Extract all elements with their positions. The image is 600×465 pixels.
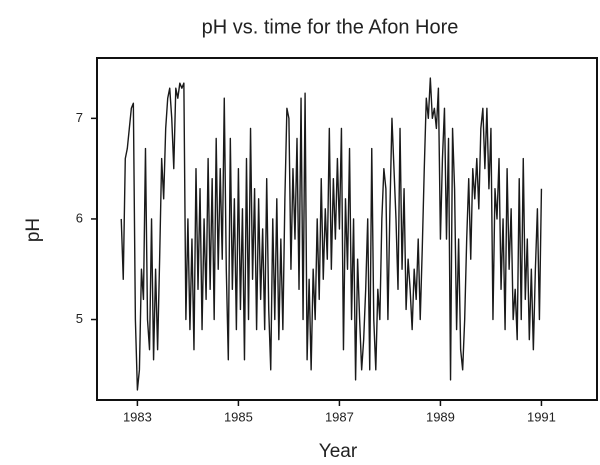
data-line bbox=[120, 77, 543, 391]
x-tick-label: 1991 bbox=[527, 409, 556, 424]
y-axis-label: pH bbox=[23, 218, 44, 242]
chart-title: pH vs. time for the Afon Hore bbox=[202, 16, 459, 38]
x-tick-label: 1983 bbox=[123, 409, 152, 424]
y-tick-label: 7 bbox=[76, 110, 83, 125]
x-axis-label: Year bbox=[319, 441, 358, 462]
y-tick-label: 6 bbox=[76, 210, 83, 225]
plot-frame bbox=[96, 57, 598, 401]
x-tick-label: 1989 bbox=[426, 409, 455, 424]
x-tick-label: 1985 bbox=[224, 409, 253, 424]
y-tick-label: 5 bbox=[76, 311, 83, 326]
x-tick-label: 1987 bbox=[325, 409, 354, 424]
